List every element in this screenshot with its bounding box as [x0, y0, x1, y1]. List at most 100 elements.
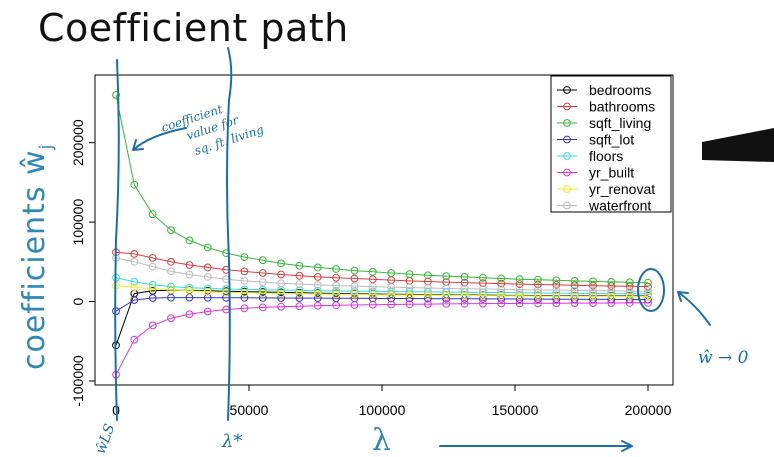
legend-item-yr_renovat: yr_renovat: [557, 181, 655, 197]
x-tick-label: 150000: [492, 402, 539, 418]
data-point: [607, 289, 616, 298]
series-sqft_living: [112, 91, 652, 287]
data-point: [515, 291, 524, 300]
data-point: [185, 261, 194, 269]
data-point: [570, 292, 579, 301]
data-point: [534, 280, 542, 289]
data-point: [185, 310, 194, 319]
data-point: [515, 299, 524, 308]
legend-label: waterfront: [588, 198, 651, 214]
data-point: [460, 273, 469, 281]
data-point: [295, 271, 304, 280]
legend: bedroomsbathroomssqft_livingsqft_lotfloo…: [550, 75, 672, 214]
legend-label: bathrooms: [589, 99, 655, 115]
data-point: [277, 289, 286, 298]
data-point: [240, 293, 249, 302]
data-point: [332, 301, 341, 310]
data-point: [589, 289, 597, 298]
series-waterfront: [112, 254, 652, 296]
legend-item-yr_built: yr_built: [557, 165, 634, 181]
zero-limit-arrow: [677, 291, 711, 326]
data-point: [185, 286, 194, 295]
data-point: [460, 278, 469, 287]
data-point: [277, 302, 286, 311]
data-point: [313, 281, 322, 289]
data-point: [240, 253, 249, 262]
x-axis: 0 50000 100000 150000 200000: [112, 384, 672, 418]
data-point: [277, 270, 286, 279]
data-point: [313, 301, 322, 310]
series-line-waterfront: [115, 257, 649, 292]
legend-swatch-marker: [563, 119, 571, 127]
data-point: [167, 286, 175, 294]
legend-label: bedrooms: [589, 82, 651, 98]
data-point: [277, 294, 286, 302]
data-point: [350, 290, 359, 299]
data-point: [515, 280, 524, 289]
data-point: [332, 281, 341, 290]
data-point: [479, 279, 487, 288]
data-point: [387, 283, 396, 292]
data-point: [258, 269, 267, 277]
legend-item-sqft_lot: sqft_lot: [557, 132, 634, 148]
data-point: [497, 274, 506, 283]
pen-cursor: [702, 128, 774, 162]
legend-swatch-marker: [563, 102, 571, 111]
w-ls-marker-line: [114, 59, 120, 421]
y-tick-label: -100000: [70, 355, 86, 407]
data-point: [313, 290, 322, 298]
data-point: [203, 243, 212, 252]
data-point: [442, 278, 451, 287]
data-point: [112, 91, 120, 99]
data-point: [625, 292, 634, 301]
data-point: [350, 274, 359, 283]
lambda-direction-arrow: [439, 440, 633, 452]
data-point: [130, 283, 139, 292]
data-point: [240, 288, 249, 297]
y-axis-label: coefficients ŵj: [17, 143, 57, 370]
data-point: [405, 291, 414, 299]
data-point: [148, 254, 157, 262]
data-point: [148, 284, 157, 293]
zero-limit-circle: [637, 268, 665, 312]
data-point: [460, 284, 469, 293]
data-point: [295, 302, 304, 311]
data-point: [258, 289, 267, 298]
series-bathrooms: [112, 248, 652, 291]
data-point: [424, 300, 432, 309]
data-point: [552, 286, 561, 295]
y-tick-label: 0: [70, 297, 86, 305]
legend-swatch-marker: [563, 185, 571, 193]
data-point: [460, 299, 469, 308]
data-point: [479, 299, 487, 308]
data-point: [167, 267, 175, 276]
data-point: [295, 289, 304, 298]
legend-label: sqft_lot: [589, 132, 634, 148]
data-point: [625, 289, 634, 298]
legend-label: yr_built: [589, 165, 634, 181]
data-point: [203, 307, 212, 316]
series-line-yr_built: [115, 302, 649, 375]
data-point: [589, 292, 597, 301]
data-point: [570, 277, 579, 285]
data-point: [240, 277, 249, 285]
data-point: [258, 278, 267, 287]
data-point: [515, 285, 524, 294]
data-point: [644, 287, 652, 296]
data-point: [332, 273, 341, 282]
data-point: [313, 273, 322, 281]
y-axis: -100000 0 100000 200000: [70, 119, 96, 407]
data-point: [203, 287, 212, 296]
data-point: [625, 287, 634, 296]
data-point: [148, 321, 157, 330]
legend-swatch-marker: [563, 86, 571, 94]
data-point: [350, 301, 359, 309]
data-point: [130, 180, 139, 189]
data-point: [368, 275, 377, 284]
data-point: [607, 282, 616, 290]
data-point: [130, 296, 139, 304]
legend-swatch-marker: [563, 135, 571, 144]
x-tick-label: 200000: [625, 402, 672, 418]
data-point: [424, 284, 432, 292]
